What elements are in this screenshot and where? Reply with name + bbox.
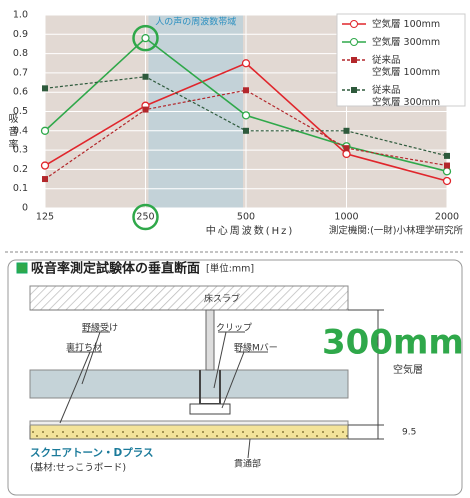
point [241,111,251,120]
y-tick-label: 0.1 [13,183,28,194]
legend-label: 空気層 300mm [372,36,440,48]
legend-marker [350,20,358,28]
highlight-ring [132,203,159,231]
leaders [59,309,384,459]
legend-label: 従来品空気層 100mm [372,54,440,78]
point [141,34,150,43]
point [243,87,249,94]
bar [189,403,231,415]
y-tick-label: 1.0 [13,10,28,21]
hanger-beam [29,369,349,399]
legend-marker [350,38,358,46]
x-tick-label: 500 [237,212,255,223]
air-label: 空気層 [393,363,423,376]
slab [29,285,349,311]
chart: 吸音率 中心周波数(Hz) 測定機関:(一財)小林理学研究所 人の声の周波数帯域… [6,10,466,237]
point [342,149,351,159]
series-line [44,89,448,180]
point [444,162,450,169]
clip-label: クリップ [216,323,252,334]
point [343,145,350,152]
thickness-label: 9.5 [402,428,416,438]
slab-label: 床スラブ [204,293,240,305]
through-label: 貫通部 [234,458,261,470]
base-label: (基材:せっこうボード) [30,462,126,474]
band-label: 人の声の周波数帯域 [155,16,236,28]
y-tick-label: 0.9 [13,29,28,40]
x-tick-label: 250 [136,212,154,223]
point [40,161,50,170]
highlight-ring [132,24,159,52]
backing-label: 裏打ち材 [66,342,102,354]
y-tick-label: 0 [22,203,28,214]
y-axis-label: 吸音率 [6,113,18,152]
unit: [単位:mm] [206,263,254,275]
y-tick-label: 0.7 [13,67,28,78]
y-tick-label: 0.4 [13,125,28,136]
point [42,85,48,92]
point [40,126,50,135]
bar-label: 野縁Mバー [234,342,278,354]
y-tick-label: 0.8 [13,48,28,59]
point [442,167,452,176]
x-tick-label: 125 [36,212,54,223]
x-tick-label: 2000 [435,212,459,223]
x-tick-label: 1000 [334,212,358,223]
title-icon [16,262,28,274]
point [241,59,251,68]
y-tick-label: 0.6 [13,87,28,98]
y-tick-label: 0.2 [13,164,28,175]
point [343,127,350,134]
point [444,152,450,159]
legend-marker [351,87,357,93]
legend-marker [351,57,357,63]
point [442,176,452,186]
legend-label: 空気層 100mm [372,18,440,30]
source-note: 測定機関:(一財)小林理学研究所 [329,225,464,237]
point [42,176,48,183]
board [29,424,349,440]
point [243,127,249,134]
point [142,106,149,113]
diagram: 吸音率測定試験体の垂直断面 [単位:mm] 床スラブ 野縁受け 裏打ち材 クリッ… [5,251,465,496]
air-depth: 300mm [322,323,464,363]
x-axis-label: 中心周波数(Hz) [206,224,295,237]
y-tick-label: 0.5 [13,106,28,117]
hanger-rod [205,309,215,371]
diagram-title: 吸音率測定試験体の垂直断面 [31,261,200,277]
point [142,73,149,80]
y-tick-label: 0.3 [13,145,28,156]
hanger-label: 野縁受け [82,322,118,334]
legend-label: 従来品空気層 300mm [372,84,440,108]
product-label: スクエアトーン・Dプラス [30,446,153,459]
backing [29,420,349,426]
legend: 空気層 100mm 空気層 300mm 従来品空気層 100mm 従来品空気層 300… [336,13,466,108]
